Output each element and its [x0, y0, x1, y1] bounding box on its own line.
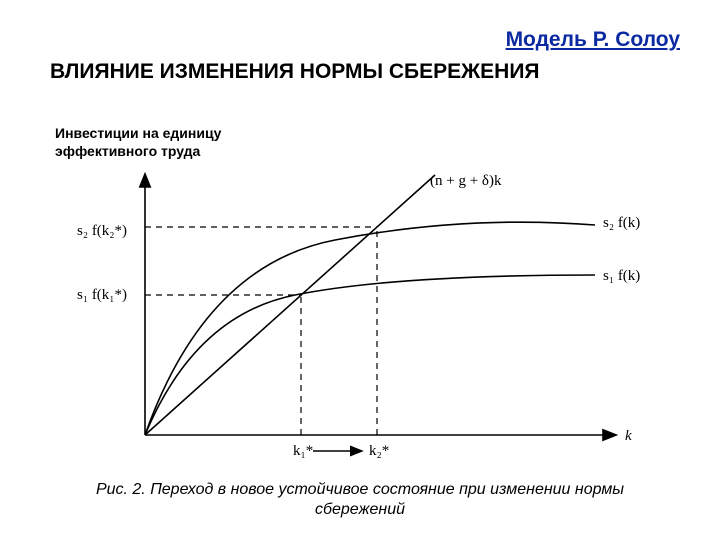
y-axis-label: Инвестиции на единицу эффективного труда: [55, 125, 221, 160]
x-tick-k1: k₁*: [293, 443, 313, 459]
model-title-link[interactable]: Модель Р. Солоу: [506, 28, 680, 52]
curve-s2-label: s₂ f(k): [603, 215, 640, 231]
curve-s1-label: s₁ f(k): [603, 268, 640, 284]
x-axis-var-label: k: [625, 428, 632, 444]
curve-s2: [145, 222, 595, 435]
y-tick-s1: s₁ f(k₁*): [77, 287, 127, 303]
x-tick-k2: k₂*: [369, 443, 389, 459]
caption-line2: сбережений: [315, 501, 405, 518]
solow-diagram: (n + g + δ)k s₂ f(k) s₁ f(k) s₂ f(k₂*) s…: [55, 165, 665, 465]
figure-caption: Рис. 2. Переход в новое устойчивое состо…: [50, 480, 670, 520]
linear-line-label: (n + g + δ)k: [430, 173, 502, 189]
depreciation-line: [145, 175, 435, 435]
curve-s1: [145, 275, 595, 435]
chart-svg: (n + g + δ)k s₂ f(k) s₁ f(k) s₂ f(k₂*) s…: [55, 165, 665, 465]
y-axis-label-line1: Инвестиции на единицу: [55, 125, 221, 141]
page-subtitle: ВЛИЯНИЕ ИЗМЕНЕНИЯ НОРМЫ СБЕРЕЖЕНИЯ: [50, 60, 540, 84]
y-axis-label-line2: эффективного труда: [55, 143, 200, 159]
y-tick-s2: s₂ f(k₂*): [77, 223, 127, 239]
caption-line1: Рис. 2. Переход в новое устойчивое состо…: [96, 481, 624, 498]
